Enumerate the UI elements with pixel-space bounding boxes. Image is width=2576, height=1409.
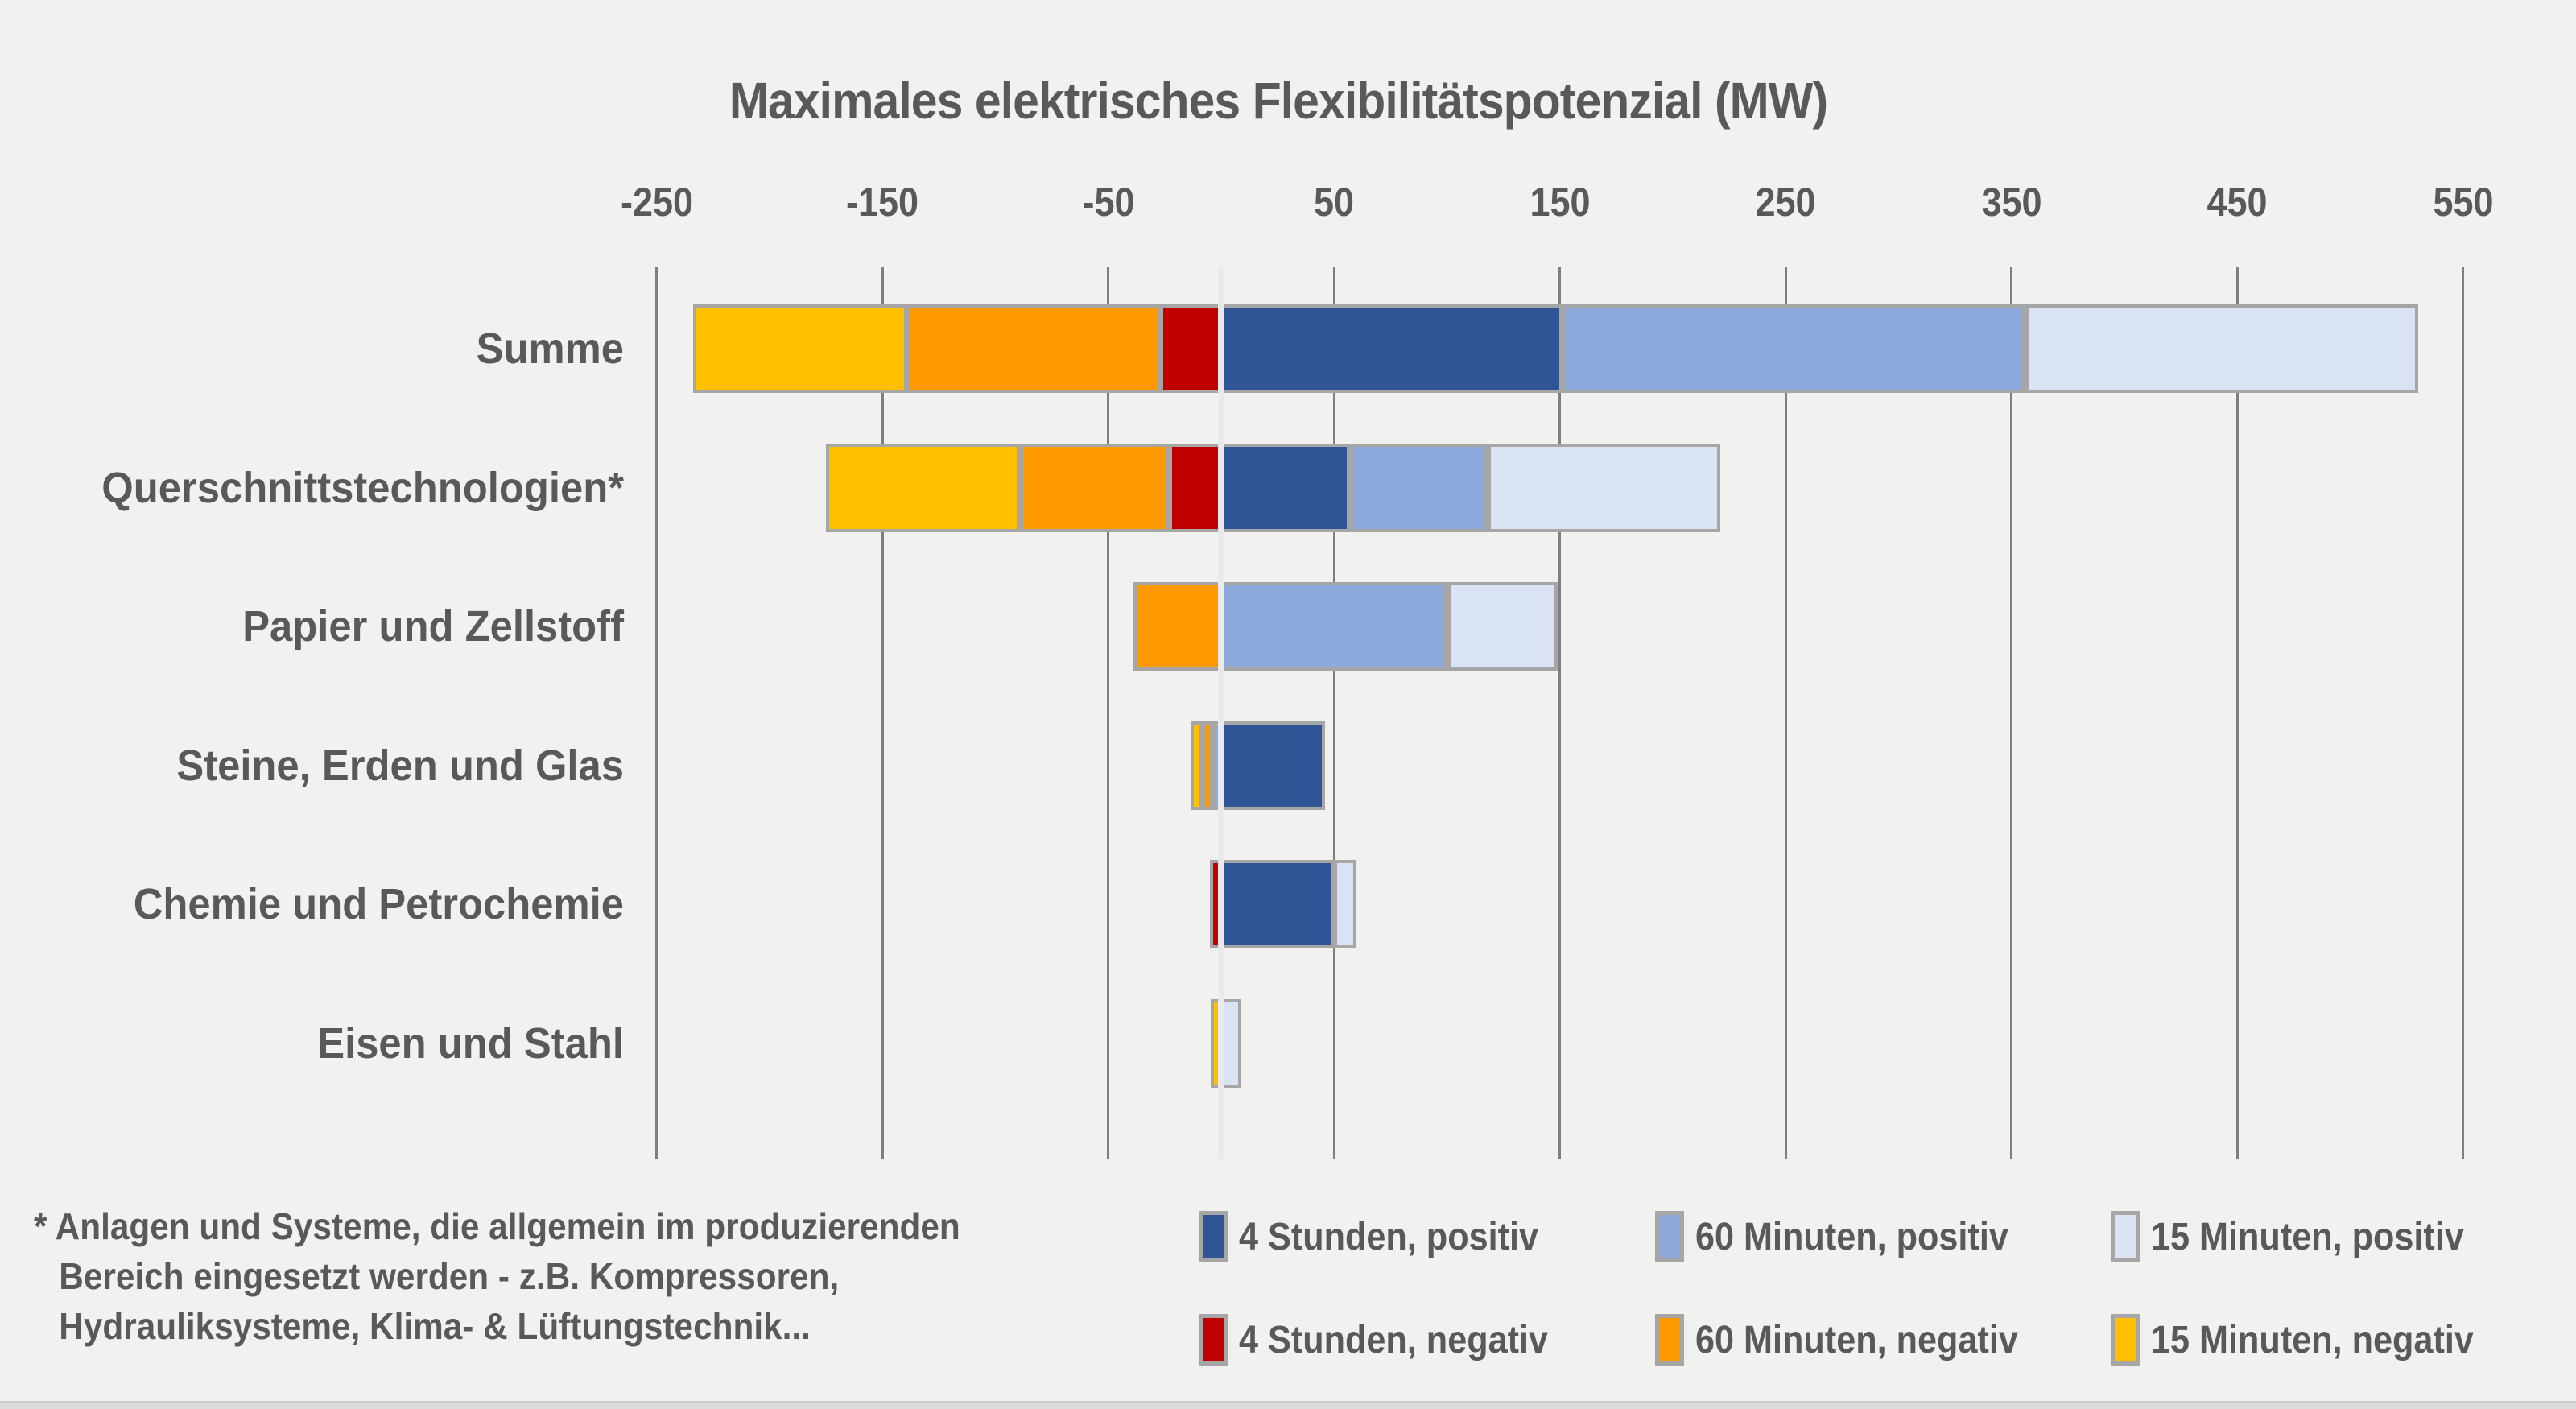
- category-label: Summe: [476, 324, 624, 373]
- bar-segment: [1169, 444, 1221, 532]
- footnote-line: Bereich eingesetzt werden - z.B. Kompres…: [59, 1255, 840, 1297]
- bar-segment: [1160, 304, 1221, 393]
- bar-segment: [1202, 721, 1212, 810]
- bar-segment: [1487, 444, 1720, 532]
- x-axis-tick-label: 350: [1981, 180, 2042, 225]
- legend-item: 60 Minuten, positiv: [1655, 1208, 2043, 1266]
- bar-segment: [1221, 721, 1326, 810]
- bar-segment: [1349, 444, 1488, 532]
- gridline: [1332, 267, 1335, 1159]
- bar-segment: [1562, 304, 2025, 393]
- bar-segment: [826, 444, 1021, 532]
- legend-swatch: [1655, 1211, 1684, 1262]
- legend-item: 4 Stunden, negativ: [1199, 1311, 1583, 1369]
- zero-axis-line: [1218, 267, 1224, 1159]
- footnote-line: * Anlagen und Systeme, die allgemein im …: [34, 1205, 960, 1247]
- bar-segment: [2025, 304, 2418, 393]
- legend-swatch: [1199, 1314, 1228, 1366]
- x-axis-tick-label: 450: [2207, 180, 2268, 225]
- x-axis-tick-label: 150: [1530, 180, 1591, 225]
- bar-segment: [1221, 304, 1563, 393]
- gridline: [881, 267, 884, 1159]
- x-axis-tick-label: 250: [1755, 180, 1816, 225]
- bar-segment: [1020, 444, 1170, 532]
- legend-label: 4 Stunden, negativ: [1239, 1318, 1549, 1361]
- legend-swatch: [2111, 1211, 2140, 1262]
- gridline: [1107, 267, 1110, 1159]
- legend-item: 15 Minuten, positiv: [2111, 1208, 2499, 1266]
- legend-label: 15 Minuten, positiv: [2151, 1215, 2464, 1258]
- bar-segment: [692, 304, 908, 393]
- category-label: Querschnittstechnologien*: [101, 464, 624, 512]
- category-label: Papier und Zellstoff: [242, 602, 624, 651]
- bar-segment: [1221, 444, 1350, 532]
- legend-item: 4 Stunden, positiv: [1199, 1208, 1571, 1266]
- x-axis-tick-label: 50: [1314, 180, 1355, 225]
- legend-swatch: [1199, 1211, 1228, 1262]
- x-axis-tick-label: 550: [2433, 180, 2494, 225]
- bar-segment: [1221, 860, 1335, 948]
- footnote: * Anlagen und Systeme, die allgemein im …: [34, 1201, 1080, 1351]
- bar-segment: [907, 304, 1161, 393]
- category-label: Chemie und Petrochemie: [133, 880, 624, 928]
- legend-item: 60 Minuten, negativ: [1655, 1311, 2054, 1369]
- bar-segment: [1334, 860, 1357, 948]
- legend-item: 15 Minuten, negativ: [2111, 1311, 2509, 1369]
- x-axis-tick-label: -150: [846, 180, 919, 225]
- gridline: [2235, 267, 2239, 1159]
- x-axis-tick-label: -50: [1082, 180, 1135, 225]
- x-axis-tick-label: -250: [620, 180, 693, 225]
- footnote-line: Hydrauliksysteme, Klima- & Lüftungstechn…: [59, 1305, 811, 1347]
- window-bottom-edge: [0, 1401, 2576, 1409]
- legend-label: 60 Minuten, negativ: [1695, 1318, 2018, 1361]
- bar-segment: [1447, 582, 1558, 671]
- category-label: Steine, Erden und Glas: [176, 742, 624, 790]
- legend-label: 4 Stunden, positiv: [1239, 1215, 1539, 1258]
- gridline: [2010, 267, 2013, 1159]
- bar-segment: [1133, 582, 1221, 671]
- chart-title: Maximales elektrisches Flexibilitätspote…: [729, 72, 1828, 130]
- gridline: [655, 267, 658, 1159]
- legend-label: 15 Minuten, negativ: [2151, 1318, 2474, 1361]
- gridline: [2462, 267, 2465, 1159]
- gridline: [1558, 267, 1562, 1159]
- bar-segment: [1221, 582, 1447, 671]
- bar-segment: [1191, 721, 1203, 810]
- gridline: [1784, 267, 1787, 1159]
- legend-label: 60 Minuten, positiv: [1695, 1215, 2008, 1258]
- legend-swatch: [2111, 1314, 2140, 1366]
- category-label: Eisen und Stahl: [317, 1019, 624, 1068]
- legend-swatch: [1655, 1314, 1684, 1366]
